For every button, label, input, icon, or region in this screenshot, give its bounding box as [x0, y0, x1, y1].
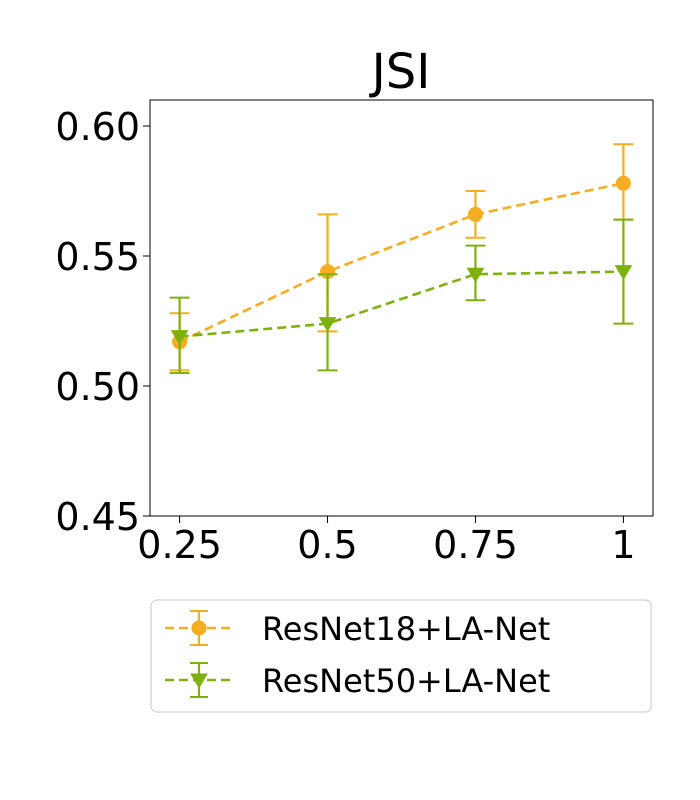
series-2	[169, 218, 634, 374]
legend-item-1: ResNet18+LA-Net	[165, 610, 550, 648]
y-axis: 0.45 0.50 0.55 0.60	[55, 105, 150, 539]
legend-marker	[191, 620, 207, 636]
legend-frame	[150, 599, 652, 713]
plot-area	[149, 99, 654, 517]
data-point	[615, 175, 631, 191]
data-point	[467, 206, 483, 222]
x-tick-label: 0.25	[137, 523, 222, 567]
data-point	[318, 317, 337, 333]
data-point	[466, 267, 485, 283]
chart-title: JSI	[369, 44, 431, 100]
series-1	[169, 143, 634, 372]
x-axis: 0.25 0.5 0.75 1	[137, 516, 636, 567]
series-line	[179, 181, 624, 343]
legend-label: ResNet50+LA-Net	[262, 662, 550, 700]
y-tick-label: 0.45	[55, 495, 140, 539]
data-point	[614, 265, 633, 281]
x-tick-label: 0.75	[433, 523, 518, 567]
legend: ResNet18+LA-Net ResNet50+LA-Net	[150, 599, 652, 713]
legend-label: ResNet18+LA-Net	[262, 610, 550, 648]
x-tick-label: 0.5	[297, 523, 357, 567]
series-layer	[169, 143, 634, 374]
x-tick-label: 1	[611, 523, 635, 567]
y-tick-label: 0.50	[55, 365, 140, 409]
data-point	[170, 330, 189, 346]
plot-frame	[149, 99, 654, 517]
y-tick-label: 0.60	[55, 105, 140, 149]
legend-item-2: ResNet50+LA-Net	[165, 662, 550, 700]
series-line	[179, 270, 624, 338]
legend-marker	[190, 673, 208, 689]
y-tick-label: 0.55	[55, 235, 140, 279]
